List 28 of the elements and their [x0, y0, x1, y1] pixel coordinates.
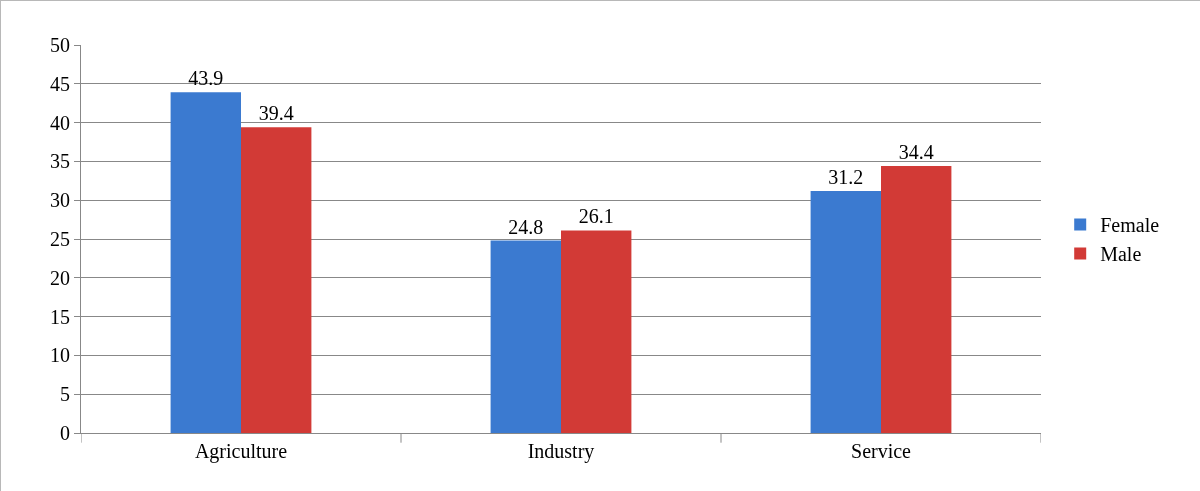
bar — [810, 190, 881, 433]
y-tick-label: 30 — [50, 189, 70, 212]
y-tick-label: 35 — [50, 150, 70, 173]
y-tick-label: 45 — [50, 72, 70, 95]
data-label: 31.2 — [828, 165, 864, 188]
bar — [241, 127, 312, 433]
bar — [170, 92, 241, 433]
y-tick-label: 0 — [60, 422, 70, 444]
x-tick-label: Agriculture — [194, 440, 288, 463]
bar — [561, 230, 632, 433]
y-tick-label: 10 — [50, 344, 70, 367]
y-tick-label: 5 — [60, 383, 70, 406]
data-label: 24.8 — [508, 215, 544, 238]
x-tick-label: Service — [851, 440, 912, 462]
y-tick-label: 40 — [50, 111, 70, 134]
y-tick-label: 50 — [50, 34, 70, 56]
y-tick-label: 15 — [50, 305, 70, 328]
data-label: 26.1 — [578, 205, 614, 228]
bar — [490, 240, 561, 433]
legend-label: Female — [1100, 214, 1160, 237]
x-tick-label: Industry — [527, 440, 595, 463]
bar — [881, 166, 952, 433]
data-label: 43.9 — [188, 67, 224, 90]
data-label: 34.4 — [898, 141, 934, 164]
y-tick-label: 25 — [50, 228, 70, 250]
legend-label: Male — [1100, 243, 1142, 266]
data-label: 39.4 — [258, 102, 294, 125]
y-tick-label: 20 — [50, 266, 70, 289]
